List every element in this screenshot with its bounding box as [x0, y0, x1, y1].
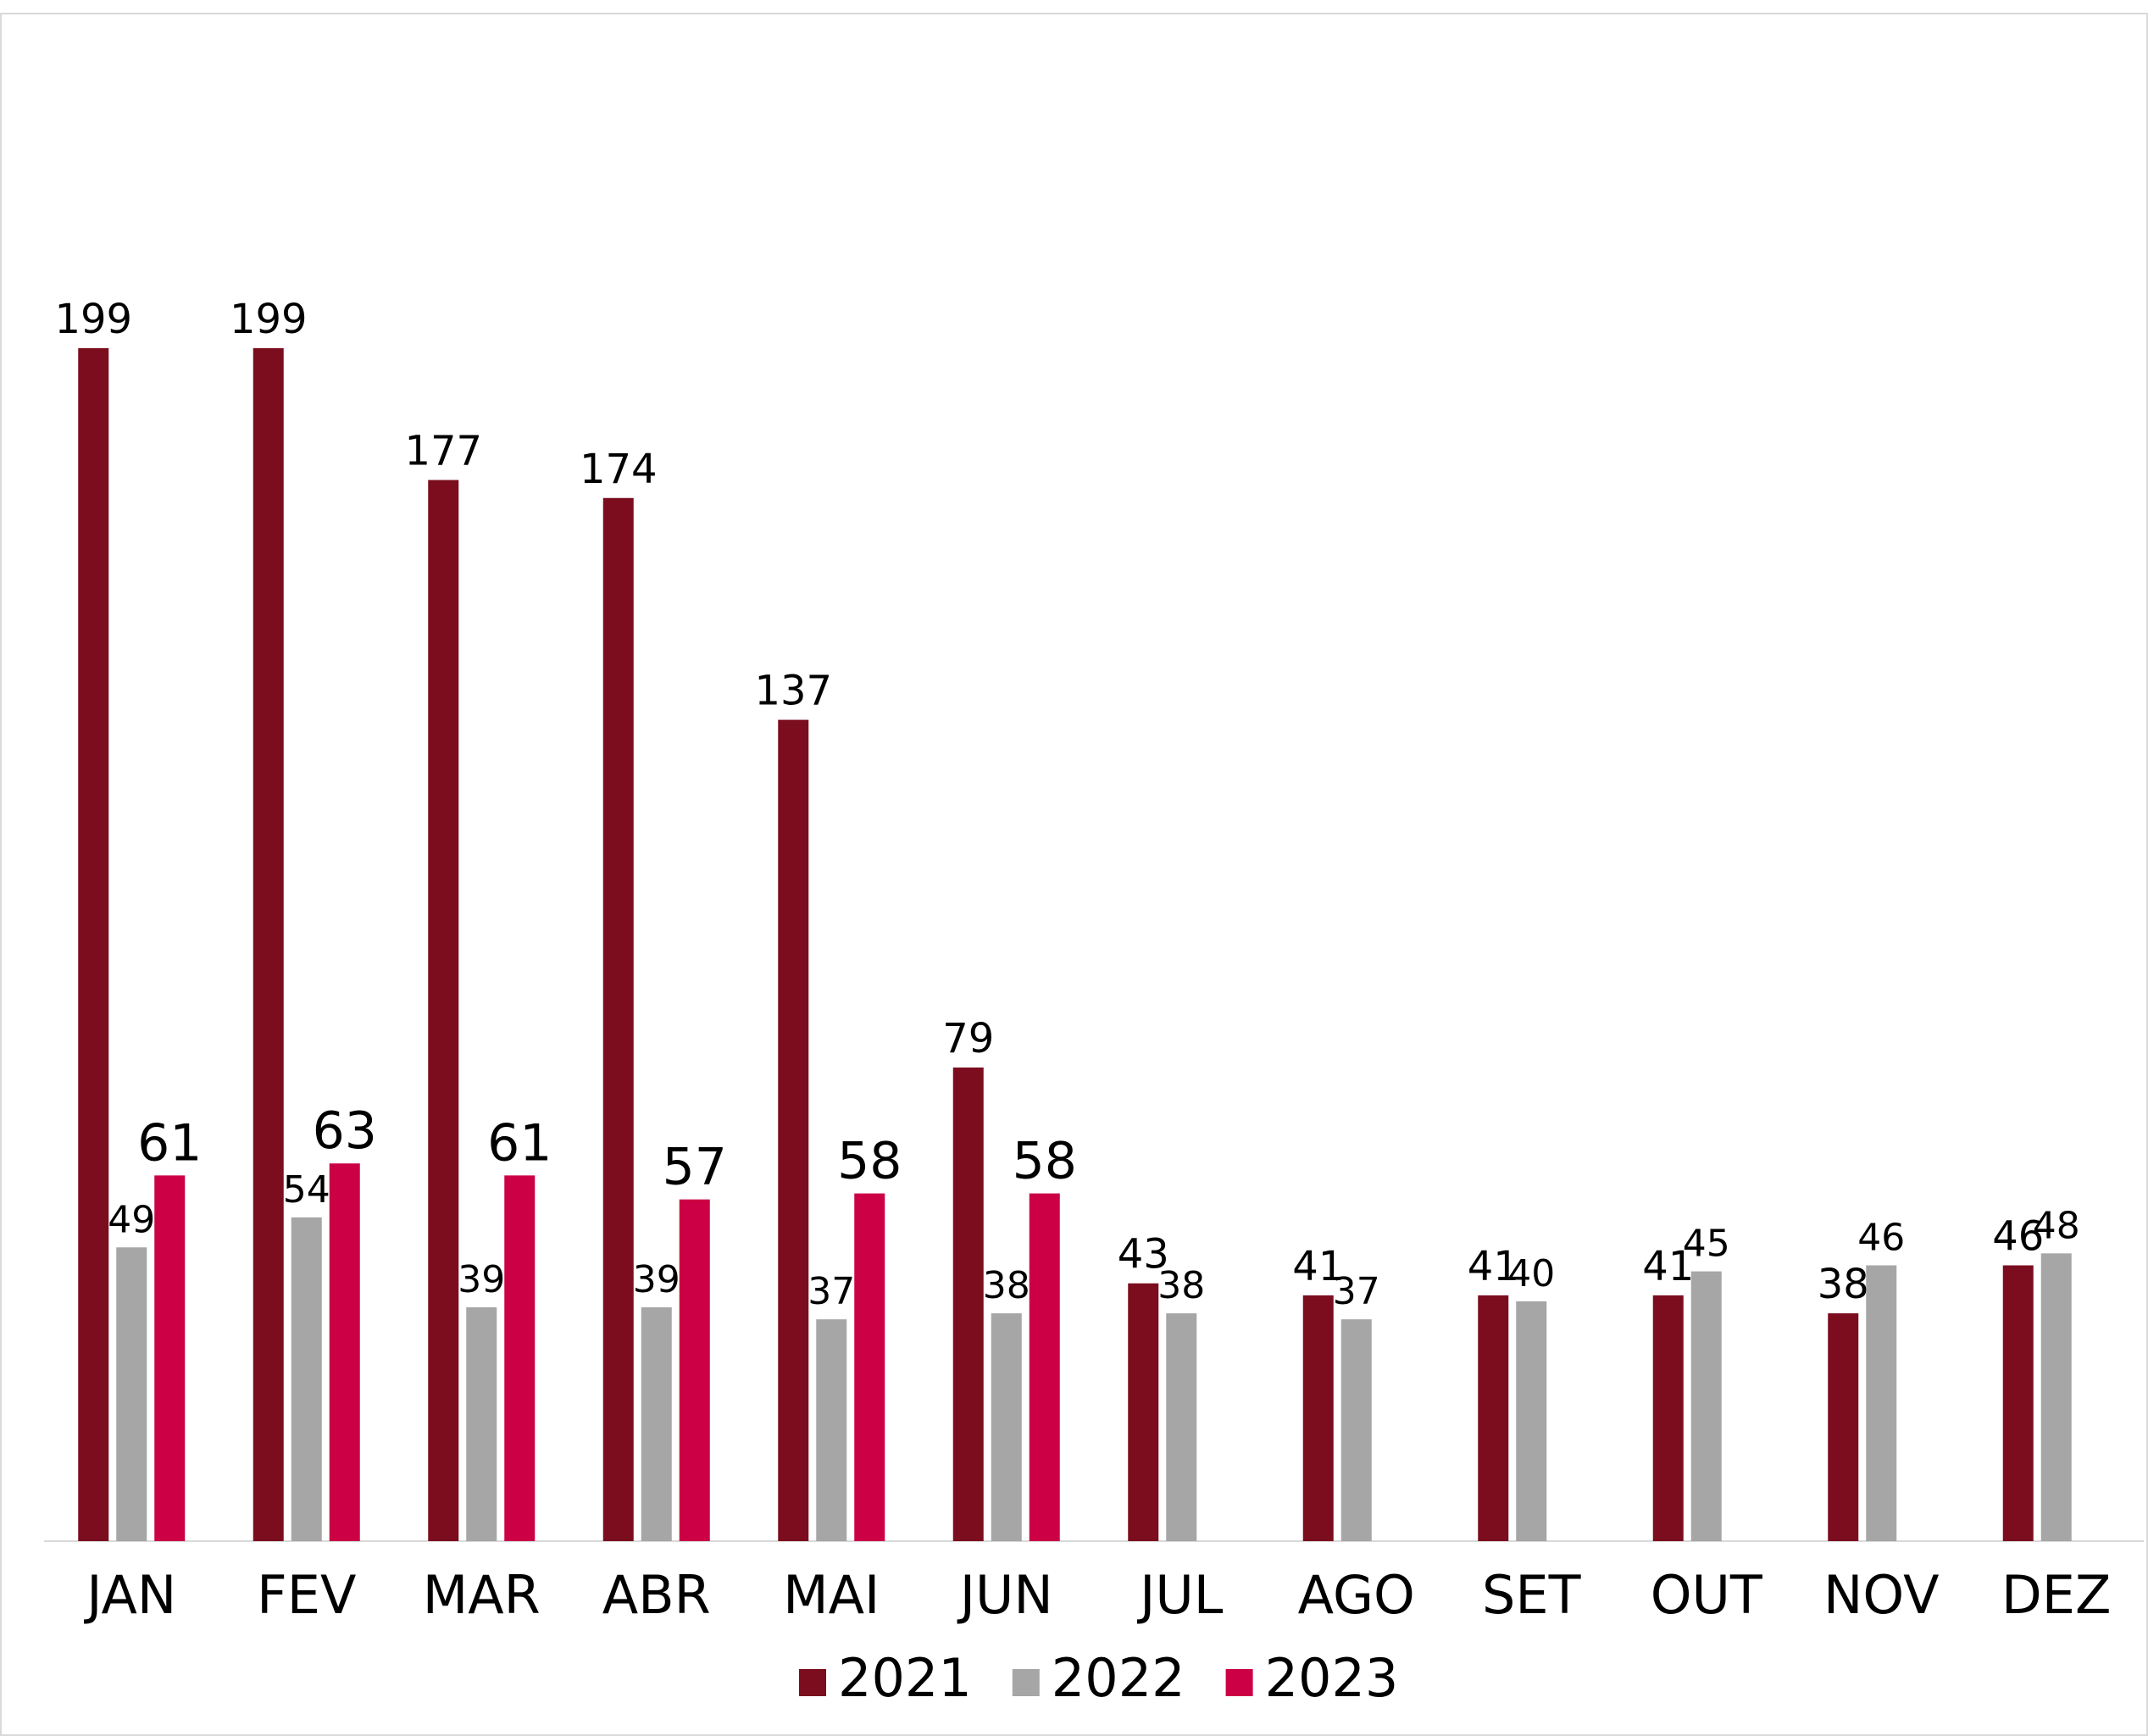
x-tick-label: MAI: [783, 1564, 880, 1626]
x-tick-label: FEV: [257, 1564, 356, 1626]
bar: [1828, 1313, 1859, 1541]
data-label: 177: [404, 428, 482, 475]
data-label: 58: [1013, 1132, 1077, 1191]
x-tick-label: JAN: [83, 1564, 176, 1626]
bar: [1478, 1295, 1509, 1541]
bar: [291, 1217, 322, 1541]
x-tick-label: JUL: [1136, 1564, 1224, 1626]
bar: [466, 1307, 497, 1541]
data-label: 38: [983, 1264, 1030, 1307]
data-label: 46: [1857, 1217, 1905, 1260]
bar: [778, 719, 809, 1541]
data-label: 199: [54, 296, 132, 343]
bar: [679, 1199, 710, 1541]
x-tick-label: NOV: [1823, 1564, 1940, 1626]
bar: [329, 1163, 360, 1541]
data-label: 40: [1507, 1252, 1555, 1295]
bar: [2040, 1253, 2072, 1541]
bar: [2002, 1265, 2034, 1541]
bar: [602, 497, 634, 1541]
bar: [1166, 1313, 1197, 1541]
data-label: 49: [108, 1198, 155, 1241]
data-label: 41: [1292, 1243, 1344, 1290]
data-label: 57: [663, 1138, 727, 1197]
bar: [428, 480, 459, 1541]
data-label: 61: [137, 1113, 202, 1173]
bar: [854, 1193, 885, 1541]
data-label: 43: [1118, 1231, 1169, 1278]
legend-label: 2023: [1265, 1647, 1399, 1709]
data-label: 39: [633, 1258, 680, 1301]
bar: [78, 347, 109, 1542]
bar: [641, 1307, 672, 1541]
data-label: 45: [1683, 1223, 1730, 1266]
x-tick-label: SET: [1482, 1564, 1582, 1626]
x-tick-label: ABR: [602, 1564, 711, 1626]
legend-swatch: [1225, 1669, 1253, 1696]
data-label: 38: [1818, 1261, 1869, 1308]
x-tick-label: OUT: [1651, 1564, 1763, 1626]
chart-frame: [0, 13, 2148, 1736]
data-label: 58: [837, 1132, 902, 1191]
data-label: 174: [580, 446, 658, 493]
data-label: 39: [458, 1258, 505, 1301]
x-tick-label: DEZ: [2001, 1564, 2111, 1626]
x-tick-label: JUN: [957, 1564, 1053, 1626]
bar: [1029, 1193, 1060, 1541]
bar: [952, 1067, 984, 1541]
x-tick-label: AGO: [1298, 1564, 1415, 1626]
bar: [1302, 1295, 1334, 1541]
bar: [1340, 1319, 1372, 1541]
data-label: 61: [487, 1113, 552, 1173]
bar: [116, 1247, 147, 1541]
legend-label: 2021: [838, 1647, 972, 1709]
bar: [504, 1175, 536, 1541]
data-label: 46: [1992, 1213, 2044, 1261]
legend-label: 2022: [1052, 1647, 1185, 1709]
legend-swatch: [1012, 1669, 1040, 1696]
data-label: 54: [283, 1168, 330, 1212]
bar: [991, 1313, 1022, 1541]
bar: [1652, 1295, 1684, 1541]
data-label: 37: [808, 1270, 855, 1313]
bar: [1690, 1271, 1722, 1541]
bar: [253, 347, 284, 1542]
data-label: 41: [1642, 1243, 1694, 1290]
data-label: 199: [230, 296, 308, 343]
bar: [154, 1175, 186, 1541]
data-label: 79: [942, 1015, 994, 1062]
data-label: 48: [2033, 1204, 2080, 1247]
data-label: 38: [1157, 1264, 1205, 1307]
x-tick-label: MAR: [423, 1564, 541, 1626]
legend-swatch: [799, 1669, 826, 1696]
bar: [1128, 1283, 1159, 1541]
data-label: 41: [1468, 1243, 1519, 1290]
bar: [1516, 1301, 1547, 1541]
data-label: 37: [1333, 1270, 1380, 1313]
bar: [1866, 1265, 1897, 1541]
bar: [816, 1319, 847, 1541]
data-label: 137: [754, 668, 832, 715]
data-label: 63: [313, 1101, 377, 1161]
